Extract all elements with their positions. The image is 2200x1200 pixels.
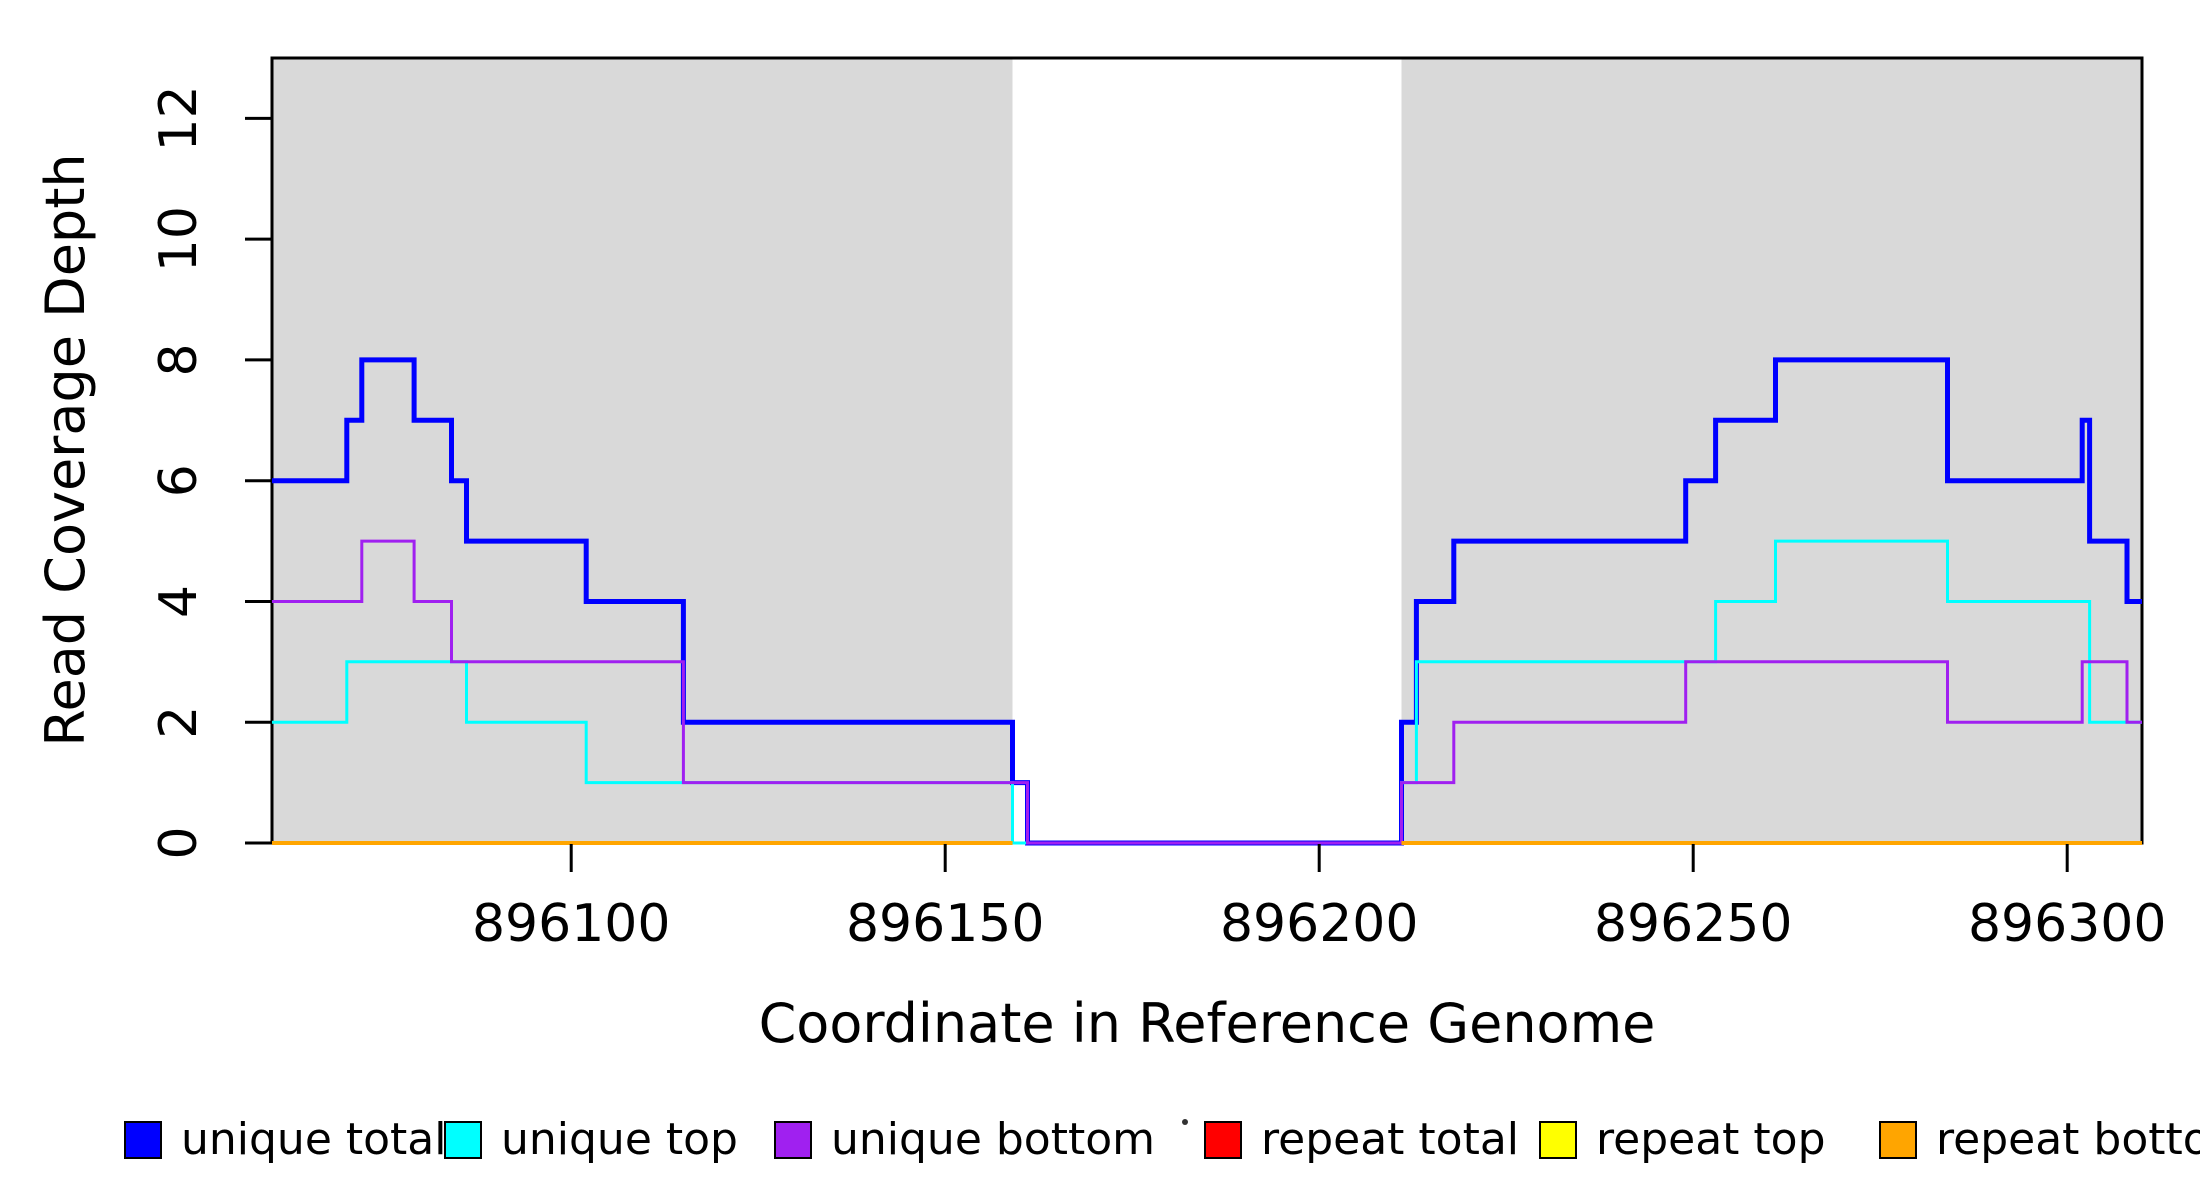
x-axis-title: Coordinate in Reference Genome <box>759 992 1656 1055</box>
series-layer <box>272 357 2142 846</box>
y-tick-label: 6 <box>149 464 209 497</box>
series-unique-bottom <box>272 539 2142 845</box>
legend-swatch <box>774 1121 812 1159</box>
shaded-regions-layer <box>272 58 2142 843</box>
legend-item-unique-total: unique total <box>124 1114 446 1165</box>
legend-swatch <box>124 1121 162 1159</box>
x-tick-label: 896150 <box>846 894 1045 954</box>
legend: unique total unique top unique bottom repea… <box>124 1114 2200 1165</box>
legend-swatch <box>1879 1121 1917 1159</box>
legend-swatch <box>1539 1121 1577 1159</box>
legend-swatch <box>444 1121 482 1159</box>
shaded-region <box>272 58 1013 843</box>
y-tick-label: 10 <box>149 206 209 272</box>
legend-label: repeat top <box>1596 1114 1826 1165</box>
y-tick-label: 4 <box>149 585 209 618</box>
stray-dot-artifact <box>1182 1119 1188 1125</box>
x-tick-label: 896200 <box>1220 894 1419 954</box>
axes-layer: 896100 896150 896200 896250 896300 0 2 4 6 8 10 12 <box>149 85 2166 954</box>
legend-label: repeat bottom <box>1936 1114 2200 1165</box>
legend-label: unique bottom <box>831 1114 1155 1165</box>
x-tick-label: 896100 <box>472 894 671 954</box>
legend-item-unique-bottom: unique bottom <box>774 1114 1155 1165</box>
x-tick-label: 896300 <box>1968 894 2167 954</box>
y-tick-label: 8 <box>149 343 209 376</box>
y-tick-label: 0 <box>149 826 209 859</box>
y-tick-label: 2 <box>149 706 209 739</box>
legend-label: unique top <box>501 1114 738 1165</box>
legend-item-repeat-top: repeat top <box>1539 1114 1826 1165</box>
legend-label: unique total <box>181 1114 446 1165</box>
legend-swatch <box>1204 1121 1242 1159</box>
x-tick-label: 896250 <box>1594 894 1793 954</box>
legend-item-repeat-total: repeat total <box>1204 1114 1519 1165</box>
y-axis-title: Read Coverage Depth <box>34 153 97 746</box>
legend-item-repeat-bottom: repeat bottom <box>1879 1114 2200 1165</box>
shaded-region <box>1401 58 2142 843</box>
legend-label: repeat total <box>1261 1114 1519 1165</box>
legend-item-unique-top: unique top <box>444 1114 738 1165</box>
y-tick-label: 12 <box>149 85 209 151</box>
